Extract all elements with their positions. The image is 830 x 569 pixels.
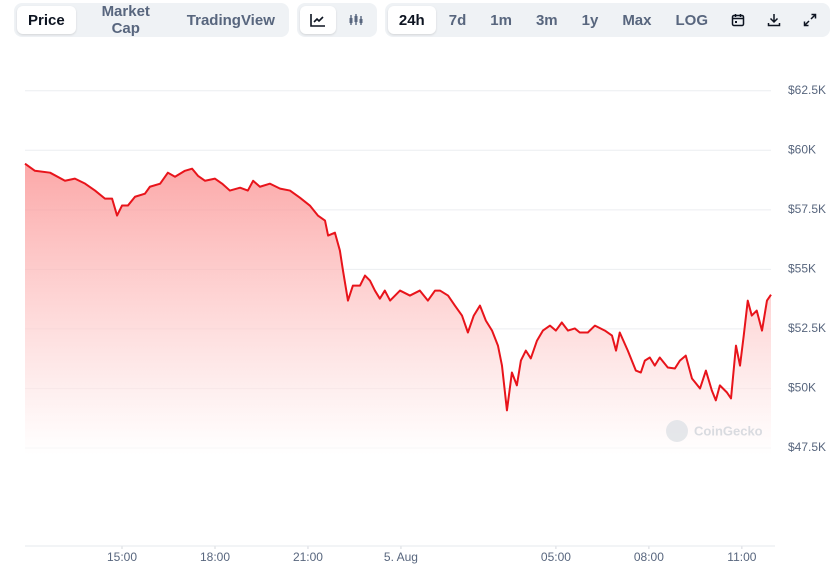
- download-icon: [767, 14, 781, 27]
- view-tabs: Price Market Cap TradingView: [14, 3, 289, 37]
- x-tick-label: 21:00: [293, 550, 323, 564]
- download-button[interactable]: [757, 6, 791, 34]
- watermark: CoinGecko: [666, 420, 763, 442]
- y-tick-label: $60K: [788, 142, 816, 156]
- calendar-button[interactable]: [721, 6, 755, 34]
- expand-icon: [803, 13, 817, 27]
- tab-button[interactable]: Price: [17, 6, 76, 34]
- tab-button[interactable]: Market Cap: [78, 3, 174, 37]
- axes: $47.5K $50K $52.5K $55K $57.5K $60K $62.5K 15:0…: [25, 83, 826, 564]
- tab-button[interactable]: 24h: [387, 6, 436, 34]
- y-tick-label: $55K: [788, 262, 816, 276]
- plot: [24, 162, 772, 455]
- tab-button[interactable]: TradingView: [176, 6, 286, 34]
- x-tick-label: 11:00: [727, 550, 756, 564]
- x-tick-label: 18:00: [200, 550, 230, 564]
- candle-icon: [349, 14, 363, 25]
- watermark-text: CoinGecko: [694, 423, 763, 438]
- candle-chart-button[interactable]: [338, 6, 374, 34]
- fullscreen-button[interactable]: [793, 6, 827, 34]
- x-tick-label: 05:00: [541, 550, 571, 564]
- tab-button[interactable]: 1y: [571, 6, 610, 34]
- tab-button[interactable]: 7d: [438, 6, 478, 34]
- calendar-icon: [731, 14, 745, 27]
- watermark-logo: [666, 420, 688, 442]
- line-icon: [310, 14, 325, 27]
- y-tick-label: $57.5K: [788, 202, 826, 216]
- line-chart-button[interactable]: [299, 6, 336, 34]
- tab-button[interactable]: 3m: [525, 6, 569, 34]
- range-buttons: 24h 7d 1m 3m 1y Max LOG: [387, 6, 720, 34]
- x-tick-label: 15:00: [107, 550, 137, 564]
- range-tabs: 24h 7d 1m 3m 1y Max LOG: [384, 3, 830, 37]
- y-tick-label: $47.5K: [788, 440, 826, 454]
- toolbar: Price Market Cap TradingView 24h 7d 1m 3m 1y Ma…: [14, 3, 830, 37]
- x-tick-label: 08:00: [634, 550, 664, 564]
- tab-button[interactable]: LOG: [665, 6, 720, 34]
- price-line: [24, 162, 772, 412]
- tab-button[interactable]: Max: [611, 6, 662, 34]
- y-tick-label: $52.5K: [788, 321, 826, 335]
- chart-style: [296, 3, 377, 37]
- x-tick-label: 5. Aug: [384, 550, 418, 564]
- area-fill: [25, 163, 771, 455]
- y-tick-label: $50K: [788, 381, 816, 395]
- tab-button[interactable]: 1m: [479, 6, 523, 34]
- y-tick-label: $62.5K: [788, 83, 826, 97]
